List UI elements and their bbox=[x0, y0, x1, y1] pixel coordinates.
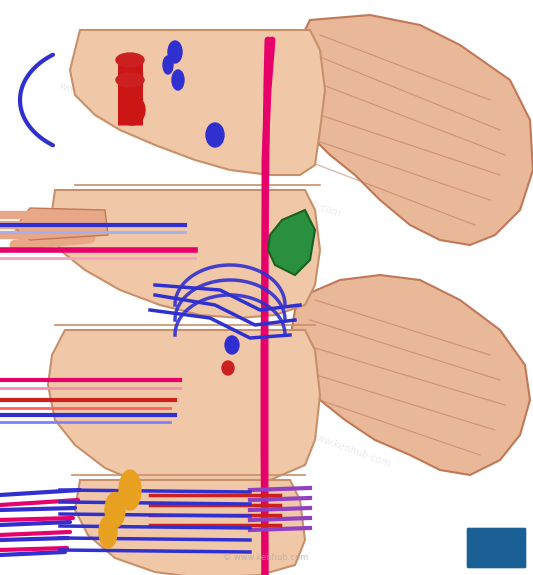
Ellipse shape bbox=[225, 336, 239, 354]
Ellipse shape bbox=[116, 53, 144, 67]
Text: www.kenhub.com: www.kenhub.com bbox=[258, 181, 342, 220]
Polygon shape bbox=[268, 210, 315, 275]
Polygon shape bbox=[290, 275, 530, 475]
Polygon shape bbox=[75, 480, 305, 575]
Text: HUB: HUB bbox=[483, 28, 510, 38]
Polygon shape bbox=[290, 15, 533, 245]
Text: www.kenhub.com: www.kenhub.com bbox=[58, 81, 142, 120]
Polygon shape bbox=[15, 208, 108, 240]
Ellipse shape bbox=[206, 123, 224, 147]
Ellipse shape bbox=[119, 470, 141, 510]
Ellipse shape bbox=[116, 73, 144, 87]
FancyBboxPatch shape bbox=[466, 527, 527, 569]
Ellipse shape bbox=[222, 361, 234, 375]
Text: www.kenhub.com: www.kenhub.com bbox=[308, 431, 392, 469]
Ellipse shape bbox=[168, 41, 182, 63]
Text: www.kenhub.com: www.kenhub.com bbox=[108, 331, 192, 369]
Ellipse shape bbox=[287, 236, 309, 264]
Ellipse shape bbox=[99, 516, 117, 548]
Ellipse shape bbox=[105, 493, 125, 527]
Ellipse shape bbox=[119, 95, 145, 125]
Text: KEN: KEN bbox=[483, 16, 508, 26]
Ellipse shape bbox=[277, 229, 293, 251]
Ellipse shape bbox=[172, 70, 184, 90]
Polygon shape bbox=[50, 190, 320, 318]
Text: © www.kenhub.com: © www.kenhub.com bbox=[223, 553, 309, 562]
Ellipse shape bbox=[163, 56, 173, 74]
Polygon shape bbox=[70, 30, 325, 175]
Polygon shape bbox=[48, 330, 320, 492]
